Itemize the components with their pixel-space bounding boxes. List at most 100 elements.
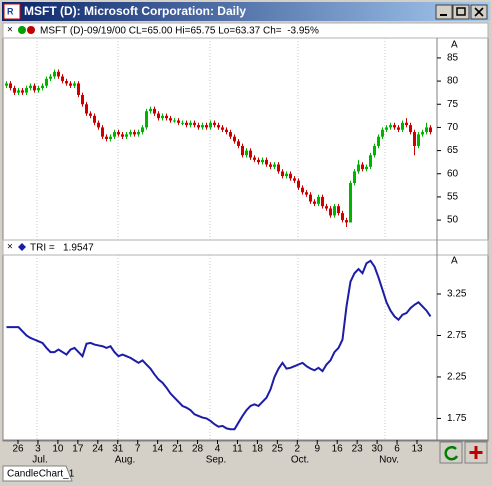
x-tick-label: 3: [35, 444, 41, 455]
candle-body: [229, 132, 232, 137]
candle-body: [385, 127, 388, 130]
indicator-header: [2, 239, 489, 256]
candle-body: [77, 83, 80, 95]
x-tick-label: 31: [112, 444, 124, 455]
candle-body: [353, 171, 356, 184]
candle-body: [313, 201, 316, 204]
candle-body: [337, 206, 340, 214]
candle-body: [21, 90, 24, 93]
candle-body: [189, 122, 192, 126]
sheet-tab-label: CandleChart_1: [7, 469, 75, 480]
candle-body: [245, 150, 248, 156]
candle-body: [185, 122, 188, 126]
y-tick-label: 70: [447, 122, 459, 133]
candle-body: [125, 134, 128, 137]
candle-body: [217, 125, 220, 128]
candle-body: [409, 125, 412, 133]
series-icon: [18, 26, 26, 34]
candle-body: [33, 85, 36, 91]
y-tick-label: 85: [447, 53, 459, 64]
x-tick-label: 10: [52, 444, 64, 455]
x-month-label: Jul.: [32, 455, 48, 466]
candle-body: [9, 83, 12, 89]
candle-body: [45, 78, 48, 86]
candle-body: [17, 90, 20, 93]
candle-body: [305, 192, 308, 195]
x-tick-label: 18: [252, 444, 264, 455]
candle-body: [429, 127, 432, 133]
sheet-tab[interactable]: [2, 465, 73, 482]
candle-body: [269, 164, 272, 167]
candle-body: [149, 108, 152, 112]
x-tick-label: 26: [12, 444, 24, 455]
x-tick-label: 28: [192, 444, 204, 455]
y-tick-label: 60: [447, 168, 459, 179]
candle-body: [361, 164, 364, 170]
candle-body: [161, 115, 164, 119]
candle-body: [93, 115, 96, 123]
candle-body: [345, 220, 348, 223]
candle-body: [369, 155, 372, 167]
candle-body: [89, 113, 92, 116]
candle-body: [5, 83, 8, 86]
candle-body: [421, 132, 424, 135]
candle-body: [73, 83, 76, 86]
candle-body: [317, 196, 320, 204]
candle-body: [61, 76, 64, 82]
add-glyph: [469, 446, 483, 459]
price-header: [2, 22, 489, 39]
app-icon: [3, 3, 21, 20]
x-tick-label: 21: [172, 444, 184, 455]
x-tick-label: 2: [295, 444, 301, 455]
candle-body: [97, 122, 100, 128]
axis-marker: A: [451, 40, 458, 51]
candle-body: [293, 178, 296, 181]
y-tick-label: 2.75: [447, 330, 467, 341]
x-tick-label: 24: [92, 444, 104, 455]
x-tick-label: 30: [372, 444, 384, 455]
candle-body: [233, 136, 236, 142]
candle-body: [29, 85, 32, 89]
x-month-label: Sep.: [206, 455, 227, 466]
candle-body: [325, 206, 328, 209]
y-tick-label: 80: [447, 76, 459, 87]
x-month-label: Aug.: [115, 455, 136, 466]
maximize-glyph: [456, 7, 466, 16]
candle-body: [213, 122, 216, 126]
candle-body: [133, 132, 136, 135]
minimize-button[interactable]: [435, 4, 453, 20]
y-tick-label: 55: [447, 192, 459, 203]
x-tick-label: 25: [272, 444, 284, 455]
x-tick-label: 7: [135, 444, 141, 455]
candle-body: [81, 94, 84, 105]
candle-body: [261, 159, 264, 163]
candle-body: [237, 141, 240, 146]
candle-body: [121, 134, 124, 137]
candle-body: [253, 157, 256, 160]
maximize-button[interactable]: [452, 4, 470, 20]
x-tick-label: 6: [394, 444, 400, 455]
candle-body: [137, 132, 140, 135]
candle-body: [373, 145, 376, 156]
close-panel-icon[interactable]: ×: [7, 25, 13, 36]
candle-body: [13, 88, 16, 93]
candle-body: [281, 171, 284, 177]
candle-body: [57, 71, 60, 77]
candle-body: [225, 129, 228, 133]
close-panel-icon[interactable]: ×: [7, 242, 13, 253]
candle-body: [49, 76, 52, 79]
y-tick-label: 2.25: [447, 372, 467, 383]
x-tick-label: 23: [352, 444, 364, 455]
candle-body: [321, 196, 324, 207]
candle-body: [153, 108, 156, 114]
candle-body: [197, 125, 200, 128]
candle-body: [41, 85, 44, 89]
candle-body: [193, 122, 196, 126]
refresh-glyph: [444, 445, 459, 461]
candle-body: [289, 173, 292, 179]
candle-body: [265, 159, 268, 165]
candle-body: [297, 180, 300, 188]
candle-body: [37, 88, 40, 91]
